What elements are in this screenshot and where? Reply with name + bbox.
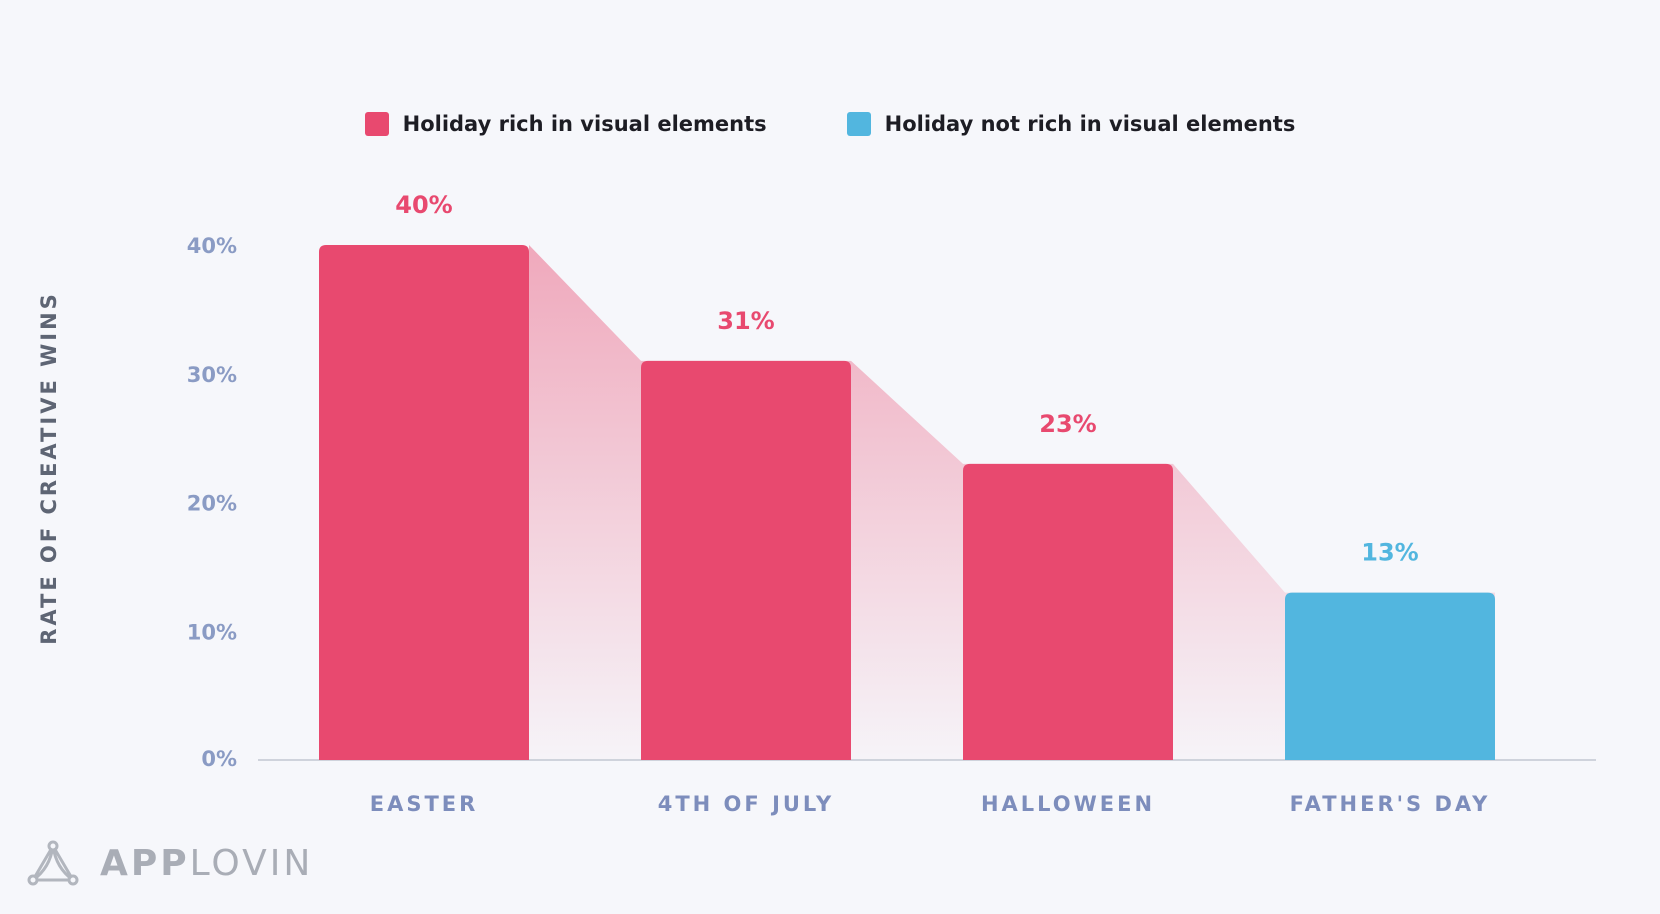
x-category-label: HALLOWEEN [981,792,1155,816]
y-tick-label: 10% [187,620,237,644]
legend-swatch-not-rich [846,112,871,136]
bar [319,245,529,760]
applovin-logo-icon [27,840,79,886]
bar [1285,592,1495,760]
y-tick-label: 20% [187,492,237,516]
applovin-logo: APPLOVIN [24,840,313,888]
legend-label-rich: Holiday rich in visual elements [402,112,767,136]
bar-value-label: 31% [717,307,774,335]
legend-swatch-rich [364,112,389,136]
y-tick-label: 40% [187,234,237,258]
bar-value-label: 13% [1361,539,1418,567]
logo-text-lovin: LOVIN [189,843,314,884]
bar [641,360,851,760]
logo-text-app: APP [100,843,190,884]
x-category-label: EASTER [370,792,479,816]
legend: Holiday rich in visual elements Holiday … [0,112,1660,136]
x-category-label: 4TH OF JULY [658,792,835,816]
bar-value-label: 23% [1039,410,1096,438]
bar [963,463,1173,760]
y-tick-label: 30% [187,363,237,387]
x-category-label: FATHER'S DAY [1290,792,1491,816]
bar-value-label: 40% [395,191,452,219]
applovin-wordmark: APPLOVIN [100,846,313,882]
legend-item-rich: Holiday rich in visual elements [364,112,767,136]
legend-label-not-rich: Holiday not rich in visual elements [884,112,1296,136]
legend-item-not-rich: Holiday not rich in visual elements [846,112,1296,136]
y-tick-label: 0% [201,747,237,771]
